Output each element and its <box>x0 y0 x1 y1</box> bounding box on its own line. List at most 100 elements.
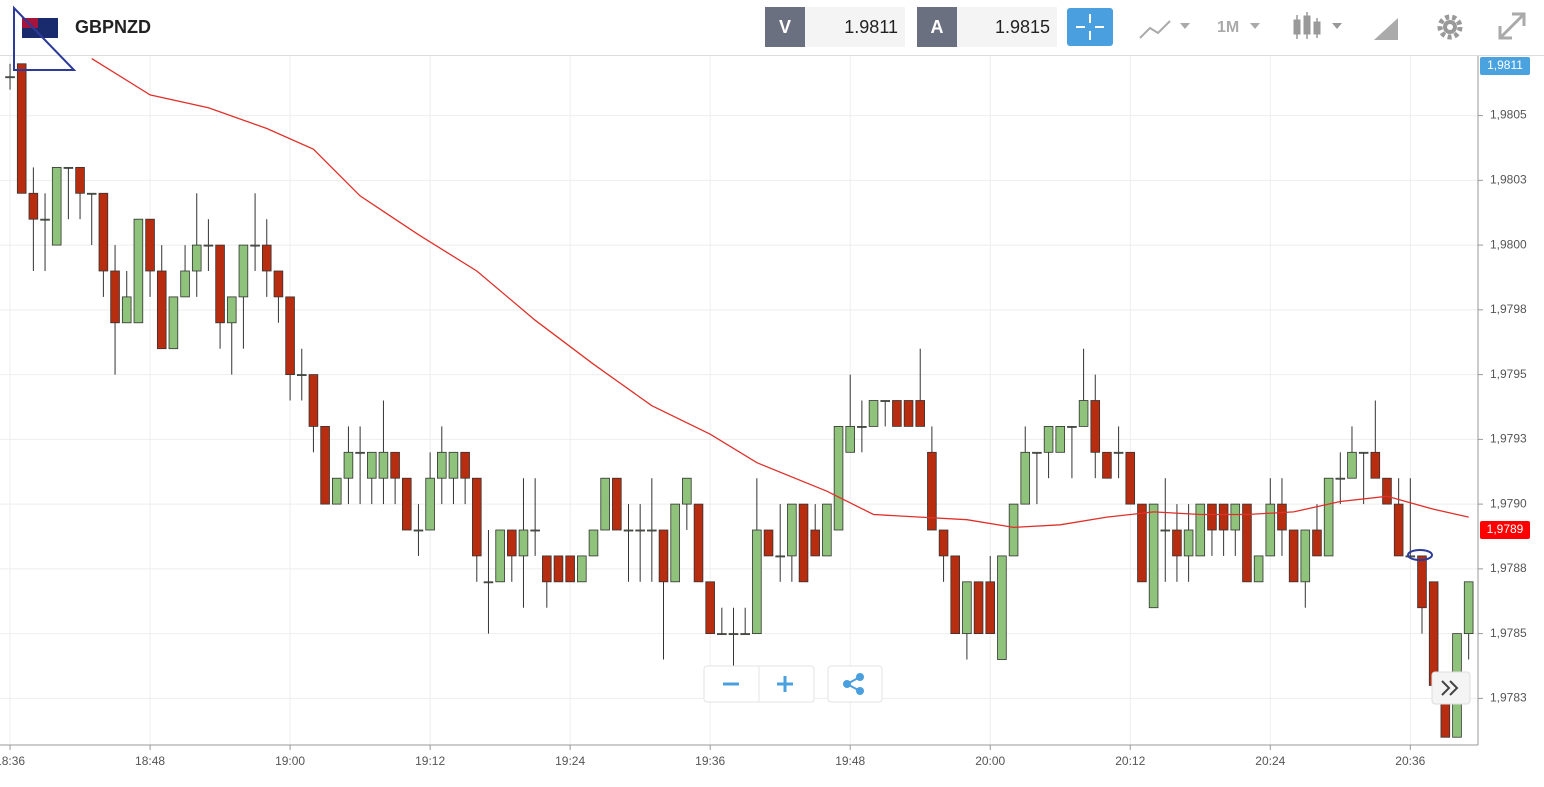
candle-body <box>1043 426 1054 453</box>
candle-body <box>413 529 424 532</box>
candle-body <box>156 270 167 350</box>
candle-body <box>973 581 984 635</box>
scroll-right-button[interactable] <box>1431 671 1471 705</box>
settings-button[interactable] <box>1437 14 1463 40</box>
candle-body <box>962 581 972 635</box>
price-marker <box>1480 57 1530 75</box>
ask-label: A <box>931 17 944 37</box>
candle-body <box>857 426 867 428</box>
candle-body <box>542 555 552 583</box>
candle-body <box>1207 503 1217 531</box>
y-tick-label: 1,9793 <box>1490 432 1527 446</box>
candle-body <box>1160 529 1171 532</box>
x-tick-label: 20:00 <box>975 754 1005 768</box>
candle-body <box>402 477 412 531</box>
candle-body <box>215 244 225 324</box>
x-tick-label: 19:24 <box>555 754 585 768</box>
zoom-in[interactable] <box>777 676 793 692</box>
candle-body <box>1253 555 1264 583</box>
candle-body <box>273 270 284 298</box>
candle-body <box>1102 451 1112 479</box>
candle-body <box>903 400 914 427</box>
candle-body <box>168 296 179 350</box>
candle-body <box>670 503 680 583</box>
candle-body <box>833 426 844 531</box>
drawing-button[interactable] <box>1374 18 1398 40</box>
candle-body <box>16 63 27 194</box>
candle-body <box>1463 581 1474 635</box>
candle-body <box>378 451 389 479</box>
ask-button[interactable] <box>917 7 957 47</box>
candle-body <box>938 529 949 557</box>
candle-body <box>40 218 50 221</box>
x-tick-label: 19:12 <box>415 754 445 768</box>
candle-body <box>343 451 354 479</box>
candle-body <box>728 633 739 636</box>
candle-body <box>308 374 319 427</box>
candle-body <box>1382 477 1392 505</box>
candle-body <box>98 192 109 272</box>
candle-body <box>763 529 774 557</box>
candle-body <box>1393 503 1404 557</box>
candle-body <box>28 192 39 220</box>
candle-body <box>121 296 132 324</box>
symbol: GBPNZD <box>75 17 151 37</box>
share-button[interactable] <box>827 665 883 703</box>
candle-body <box>1090 400 1101 453</box>
fullscreen-button[interactable] <box>1498 12 1526 40</box>
candle-body <box>1148 503 1159 609</box>
moving-average <box>91 58 1469 529</box>
candle-body <box>775 555 785 558</box>
candle-body <box>1218 503 1229 531</box>
candle-body <box>1172 529 1182 557</box>
bid-box <box>805 7 905 47</box>
candle-body <box>1370 451 1381 479</box>
candle-body <box>822 503 832 557</box>
candle-body <box>63 166 74 169</box>
candle-body <box>1078 400 1089 427</box>
timeframe[interactable]: 1M <box>1217 19 1239 36</box>
y-tick-label: 1,9795 <box>1490 367 1527 381</box>
x-tick-label: 19:48 <box>835 754 865 768</box>
candle-body <box>1335 477 1346 480</box>
candle-body <box>1300 529 1311 583</box>
candle-body <box>355 451 365 454</box>
candle-body <box>1242 503 1252 583</box>
candle-body <box>530 529 540 532</box>
candle-body <box>390 451 400 479</box>
candle-body <box>51 166 62 246</box>
candle-body <box>448 451 459 479</box>
candle-body <box>868 400 879 427</box>
candle-body <box>845 426 855 453</box>
zoom-controls <box>703 665 883 703</box>
candle-body <box>1323 477 1334 557</box>
candle-body <box>705 581 715 635</box>
bid-label: V <box>779 17 791 37</box>
candle-body <box>612 477 622 531</box>
x-tick-label: 18:48 <box>135 754 165 768</box>
x-tick-label: 19:36 <box>695 754 725 768</box>
candle-body <box>320 426 330 505</box>
candle-body <box>810 529 820 557</box>
candle-body <box>600 477 610 531</box>
candle-body <box>75 166 85 194</box>
candle-body <box>507 529 517 557</box>
y-tick-label: 1,9798 <box>1490 302 1527 316</box>
candle-body <box>472 477 482 557</box>
x-tick-label: 19:00 <box>275 754 305 768</box>
annotation <box>13 5 1433 561</box>
candle-body <box>1125 451 1136 505</box>
chart-type-button[interactable] <box>1139 20 1190 39</box>
candle-body <box>798 503 809 583</box>
candle-style-button[interactable] <box>1293 12 1342 39</box>
candle-body <box>1312 529 1322 557</box>
candle-body <box>1183 529 1194 557</box>
bid-button[interactable] <box>765 7 805 47</box>
candle-body <box>985 581 996 635</box>
flag-icon <box>22 18 58 38</box>
candle-body <box>285 296 295 375</box>
candle-body <box>1417 555 1427 609</box>
candle-body <box>740 633 750 636</box>
candle-body <box>518 529 529 557</box>
crosshair-button[interactable] <box>1067 8 1113 46</box>
